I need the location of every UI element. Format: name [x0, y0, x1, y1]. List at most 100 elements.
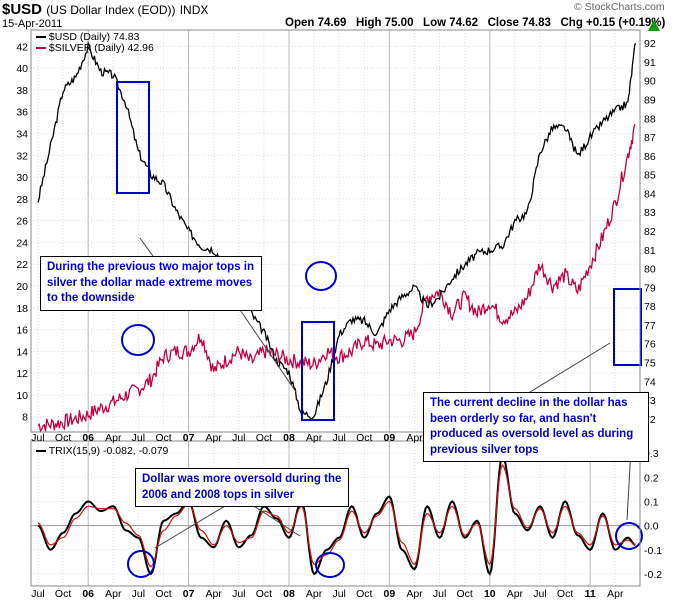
- left-tick-label: 42: [16, 41, 28, 53]
- highlight-box: [301, 321, 335, 421]
- left-tick-label: 36: [16, 107, 28, 119]
- x-tick-label-lower: 06: [82, 588, 94, 600]
- x-tick-label: Apr: [206, 432, 223, 444]
- x-tick-label-lower: Apr: [607, 588, 624, 600]
- trix-tick-label: 0.1: [644, 496, 659, 508]
- left-tick-label: 10: [16, 390, 28, 402]
- left-tick-label: 26: [16, 216, 28, 228]
- x-tick-label: 09: [384, 432, 396, 444]
- right-tick-label: 77: [644, 320, 656, 332]
- x-tick-label-lower: Oct: [557, 588, 573, 600]
- x-tick-label-lower: Jul: [533, 588, 546, 600]
- highlight-box: [613, 288, 642, 366]
- x-tick-label: Jul: [132, 432, 145, 444]
- legend-trix-value: -0.082, -0.079: [103, 445, 169, 457]
- x-tick-label-lower: Oct: [55, 588, 71, 600]
- legend-trix: TRIX(15,9) -0.082, -0.079: [36, 445, 168, 457]
- left-tick-label: 24: [16, 237, 28, 249]
- x-tick-label: Oct: [55, 432, 71, 444]
- highlight-circle: [305, 261, 337, 291]
- symbol-name: (US Dollar Index (EOD)): [46, 3, 176, 17]
- legend-usd-label: $USD (Daily): [48, 31, 111, 43]
- x-tick-label-lower: Apr: [406, 588, 423, 600]
- pointer-line: [139, 237, 156, 260]
- x-tick-label: Oct: [256, 432, 272, 444]
- x-tick-label: Apr: [105, 432, 122, 444]
- left-tick-label: 8: [22, 412, 28, 424]
- left-tick-label: 34: [16, 128, 28, 140]
- right-tick-label: 87: [644, 132, 656, 144]
- highlight-box: [116, 81, 150, 194]
- axis-layer: Jul Jul Oct Oct 06 06 Apr Apr Jul Jul Oct Oct 07 07 Ap…: [16, 20, 662, 600]
- x-tick-label-lower: Oct: [155, 588, 171, 600]
- silver-series-line: [37, 124, 636, 433]
- chart-date: 15-Apr-2011: [2, 18, 63, 30]
- x-tick-label-lower: 11: [585, 588, 596, 600]
- highlight-circle: [315, 552, 345, 578]
- left-tick-label: 32: [16, 150, 28, 162]
- x-tick-label-lower: Jul: [31, 588, 44, 600]
- pointer-line: [529, 342, 611, 393]
- highlight-circle: [127, 550, 155, 578]
- x-tick-label: 06: [82, 432, 94, 444]
- x-tick-label: Oct: [356, 432, 372, 444]
- right-tick-label: 80: [644, 264, 656, 276]
- right-tick-label: 81: [644, 245, 656, 257]
- trix-tick-label: -0.2: [644, 569, 662, 581]
- trix-grid: [31, 441, 640, 586]
- x-tick-label: Jul: [332, 432, 345, 444]
- right-tick-label: 75: [644, 357, 656, 369]
- x-tick-label: 08: [283, 432, 295, 444]
- trix-tick-label: 0.2: [644, 472, 659, 484]
- watermark: © StockCharts.com: [574, 1, 665, 13]
- x-tick-label-lower: Jul: [332, 588, 345, 600]
- x-tick-label: 07: [183, 432, 195, 444]
- chart-symbol: $USD (US Dollar Index (EOD)) INDX: [2, 1, 208, 18]
- up-change-icon: [648, 20, 660, 31]
- right-tick-label: 82: [644, 226, 656, 238]
- left-tick-label: 28: [16, 194, 28, 206]
- legend-trix-label: TRIX(15,9): [48, 445, 101, 457]
- x-tick-label: Apr: [306, 432, 323, 444]
- left-tick-label: 38: [16, 85, 28, 97]
- x-tick-label: Jul: [31, 432, 44, 444]
- callout-previous-tops: During the previous two major tops in si…: [40, 256, 262, 311]
- right-tick-label: 92: [644, 38, 656, 50]
- callout-oversold: Dollar was more oversold during the 2006…: [135, 468, 349, 507]
- left-tick-label: 12: [16, 368, 28, 380]
- right-tick-label: 84: [644, 188, 656, 200]
- ohlc-readout: Open 74.69 High 75.00 Low 74.62 Close 74…: [285, 17, 666, 29]
- right-tick-label: 76: [644, 339, 656, 351]
- left-tick-label: 20: [16, 281, 28, 293]
- x-tick-label: Jul: [232, 432, 245, 444]
- left-tick-label: 22: [16, 259, 28, 271]
- right-tick-label: 88: [644, 113, 656, 125]
- x-tick-label: Oct: [155, 432, 171, 444]
- main-grid: [31, 30, 640, 432]
- right-tick-label: 73: [644, 395, 656, 407]
- left-tick-label: 14: [16, 346, 28, 358]
- callout-current-decline: The current decline in the dollar has be…: [423, 392, 649, 462]
- x-tick-label-lower: 07: [183, 588, 195, 600]
- symbol-text: $USD: [2, 1, 43, 18]
- trix-series-line: [37, 453, 636, 576]
- x-tick-label-lower: Oct: [356, 588, 372, 600]
- x-tick-label-lower: Apr: [306, 588, 323, 600]
- trix-tick-label: -0.1: [644, 545, 662, 557]
- series-layer: [37, 40, 637, 576]
- main-panel-frame: [30, 29, 641, 433]
- right-tick-label: 90: [644, 76, 656, 88]
- legend-silver-value: 42.96: [127, 42, 154, 54]
- x-tick-label-lower: Oct: [457, 588, 473, 600]
- right-tick-label: 91: [644, 57, 656, 69]
- exchange-name: INDX: [179, 3, 209, 17]
- trix-panel-frame: [30, 440, 641, 587]
- x-tick-label-lower: Jul: [232, 588, 245, 600]
- right-tick-label: 72: [644, 414, 656, 426]
- trix-signal-line: [37, 464, 636, 568]
- left-tick-label: 30: [16, 172, 28, 184]
- x-tick-label-lower: Apr: [507, 588, 524, 600]
- right-tick-label: 74: [644, 376, 656, 388]
- x-tick-label-lower: Jul: [433, 588, 446, 600]
- x-tick-label-lower: Apr: [105, 588, 122, 600]
